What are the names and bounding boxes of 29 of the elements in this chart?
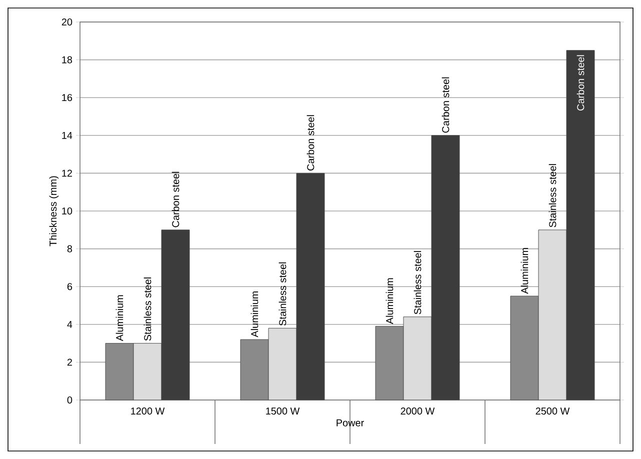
x-tick-label: 2500 W bbox=[536, 408, 570, 415]
y-tick-label: 18 bbox=[62, 56, 72, 64]
text: Stainless steel bbox=[414, 251, 422, 314]
y-tick-label: 20 bbox=[62, 18, 72, 26]
y-tick-label: 12 bbox=[62, 170, 72, 177]
y-tick-label: 8 bbox=[67, 245, 72, 252]
y-tick-label: 6 bbox=[67, 283, 72, 290]
x-tick-label: 1500 W bbox=[266, 408, 300, 415]
y-tick-label: 2 bbox=[67, 358, 72, 366]
text: Aluminium bbox=[250, 291, 258, 338]
text: Carbon steel bbox=[306, 115, 314, 170]
text: Aluminium bbox=[386, 278, 394, 324]
text: Stainless steel bbox=[548, 164, 556, 228]
x-tick-label: 2000 W bbox=[400, 408, 435, 415]
y-tick-label: 10 bbox=[62, 207, 72, 215]
y-tick-label: 14 bbox=[62, 132, 72, 139]
x-tick-label: 1200 W bbox=[131, 408, 165, 415]
text: Carbon steel bbox=[576, 55, 584, 111]
x-axis-title: Power bbox=[336, 419, 364, 426]
text: Aluminium bbox=[520, 248, 528, 294]
text: Stainless steel bbox=[144, 278, 152, 341]
y-axis-title: Thickness (mm) bbox=[49, 176, 59, 246]
text: Carbon steel bbox=[442, 77, 450, 133]
y-tick-label: 4 bbox=[67, 320, 72, 328]
text: Stainless steel bbox=[278, 262, 286, 326]
y-tick-label: 16 bbox=[62, 94, 72, 102]
text: Carbon steel bbox=[172, 172, 180, 228]
text: Aluminium bbox=[116, 295, 124, 342]
y-tick-label: 0 bbox=[67, 396, 72, 404]
